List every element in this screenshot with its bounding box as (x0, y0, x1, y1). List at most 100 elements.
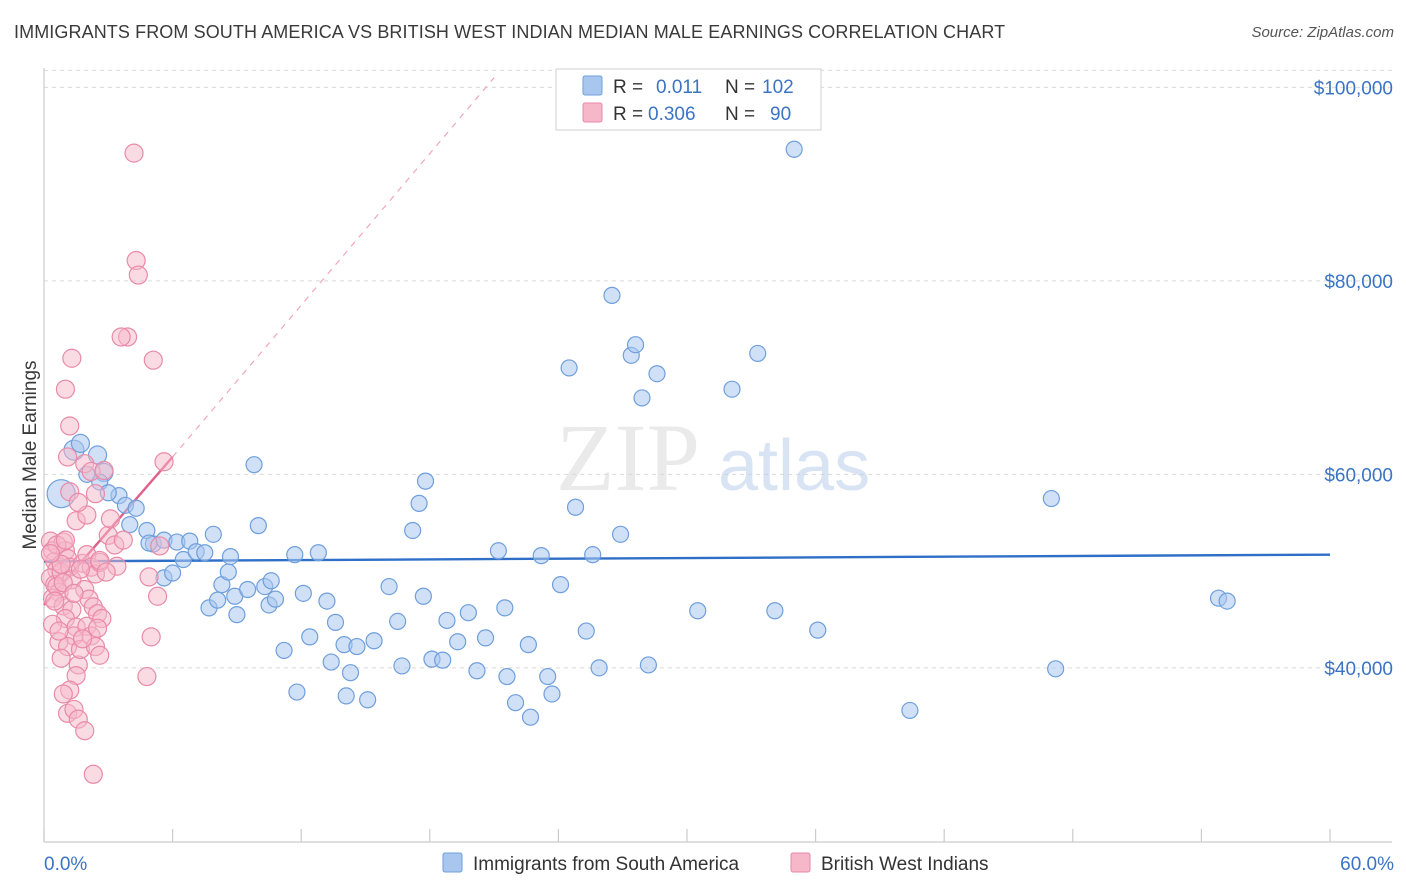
point-pink-52 (53, 684, 73, 704)
point-blue-27 (239, 580, 257, 599)
point-blue-49 (380, 577, 398, 596)
point-blue-87 (785, 140, 803, 158)
bottom-legend-swatch-blue (442, 852, 463, 873)
y-tick-label-2: $80,000 (1324, 272, 1393, 293)
point-pink-56 (75, 721, 95, 741)
y-tick-label-3: $100,000 (1314, 78, 1393, 99)
point-pink-66 (128, 265, 148, 285)
legend-r-value-pink: 0.306 (648, 104, 696, 125)
y-tick-label-1: $60,000 (1324, 465, 1393, 486)
legend-n-label-blue: N = (725, 77, 755, 98)
point-blue-45 (348, 637, 366, 656)
point-blue-65 (519, 636, 537, 654)
source-label: Source: ZipAtlas.com (1251, 24, 1394, 41)
point-blue-72 (566, 498, 585, 516)
point-blue-81 (639, 656, 658, 674)
point-blue-62 (489, 542, 507, 560)
y-tick-label-0: $40,000 (1324, 659, 1393, 680)
pink-trend-extension (172, 77, 495, 458)
point-blue-89 (901, 701, 919, 720)
point-blue-68 (539, 667, 557, 686)
point-blue-52 (410, 494, 428, 512)
point-pink-63 (111, 327, 131, 347)
point-pink-79 (94, 460, 114, 481)
point-blue-48 (365, 632, 383, 650)
point-blue-73 (577, 622, 595, 640)
point-blue-53 (414, 587, 432, 605)
point-blue-50 (393, 657, 411, 675)
watermark-zip: ZIP (556, 404, 700, 511)
point-blue-54 (416, 472, 435, 490)
legend-r-label-pink: R = (613, 104, 643, 125)
point-blue-66 (521, 708, 540, 726)
point-blue-83 (689, 602, 707, 620)
point-blue-88 (809, 621, 827, 639)
point-blue-44 (341, 664, 360, 682)
point-pink-64 (124, 143, 144, 163)
point-blue-42 (322, 653, 340, 671)
point-blue-32 (266, 590, 285, 608)
point-blue-40 (288, 683, 306, 701)
legend-swatch-pink (582, 102, 603, 123)
point-blue-58 (449, 633, 467, 651)
legend-r-value-blue: 0.011 (656, 77, 702, 98)
point-pink-46 (57, 447, 78, 467)
point-blue-75 (590, 659, 608, 677)
point-blue-77 (611, 525, 630, 543)
bottom-legend-label-blue: Immigrants from South America (473, 854, 740, 875)
point-blue-46 (337, 687, 355, 705)
blue-trend-line (43, 553, 1331, 563)
point-pink-67 (143, 350, 163, 370)
watermark-atlas: atlas (718, 426, 870, 506)
gridlines (44, 69, 1392, 669)
point-pink-21 (51, 648, 71, 668)
point-pink-68 (139, 567, 159, 587)
point-pink-76 (49, 621, 69, 641)
point-pink-71 (137, 666, 157, 687)
point-pink-77 (55, 530, 76, 550)
point-blue-39 (301, 628, 319, 646)
point-blue-86 (766, 602, 784, 620)
top-legend: R = 0.011 N = 102 R = 0.306 N = 90 (555, 68, 822, 131)
bottom-legend-label-pink: British West Indians (821, 854, 989, 875)
point-blue-76 (603, 286, 621, 304)
bottom-legend-swatch-pink (790, 852, 811, 873)
point-blue-10 (121, 516, 139, 534)
point-pink-86 (100, 509, 121, 529)
legend-n-value-blue: 102 (762, 77, 794, 98)
point-blue-29 (262, 572, 280, 590)
point-blue-26 (228, 606, 246, 624)
series-immigrants-south-america (46, 140, 1236, 726)
point-blue-41 (326, 613, 345, 631)
point-blue-93 (1218, 592, 1236, 610)
legend-r-label-blue: R = (613, 77, 643, 98)
point-blue-19 (204, 525, 222, 543)
point-pink-48 (55, 379, 76, 399)
point-pink-84 (64, 583, 84, 603)
point-blue-56 (438, 611, 456, 630)
point-blue-70 (551, 576, 570, 594)
point-blue-51 (404, 521, 422, 540)
point-pink-75 (45, 591, 65, 611)
point-blue-84 (723, 380, 741, 398)
point-pink-85 (87, 618, 108, 638)
point-blue-2 (70, 433, 91, 453)
point-blue-71 (560, 359, 578, 377)
point-blue-96 (164, 564, 182, 582)
point-pink-82 (40, 544, 61, 564)
point-blue-15 (174, 550, 192, 569)
point-pink-78 (72, 629, 93, 649)
point-pink-38 (90, 645, 110, 665)
point-pink-57 (83, 764, 103, 784)
y-tick-labels: $40,000 $60,000 $80,000 $100,000 (1314, 78, 1393, 680)
point-blue-98 (389, 612, 407, 631)
point-pink-88 (150, 536, 170, 556)
point-blue-57 (434, 651, 452, 669)
point-blue-18 (196, 544, 214, 562)
point-pink-80 (70, 559, 91, 579)
point-pink-49 (62, 348, 82, 368)
chart-title: IMMIGRANTS FROM SOUTH AMERICA VS BRITISH… (14, 22, 1006, 42)
point-blue-60 (468, 662, 486, 680)
point-blue-47 (359, 691, 377, 709)
